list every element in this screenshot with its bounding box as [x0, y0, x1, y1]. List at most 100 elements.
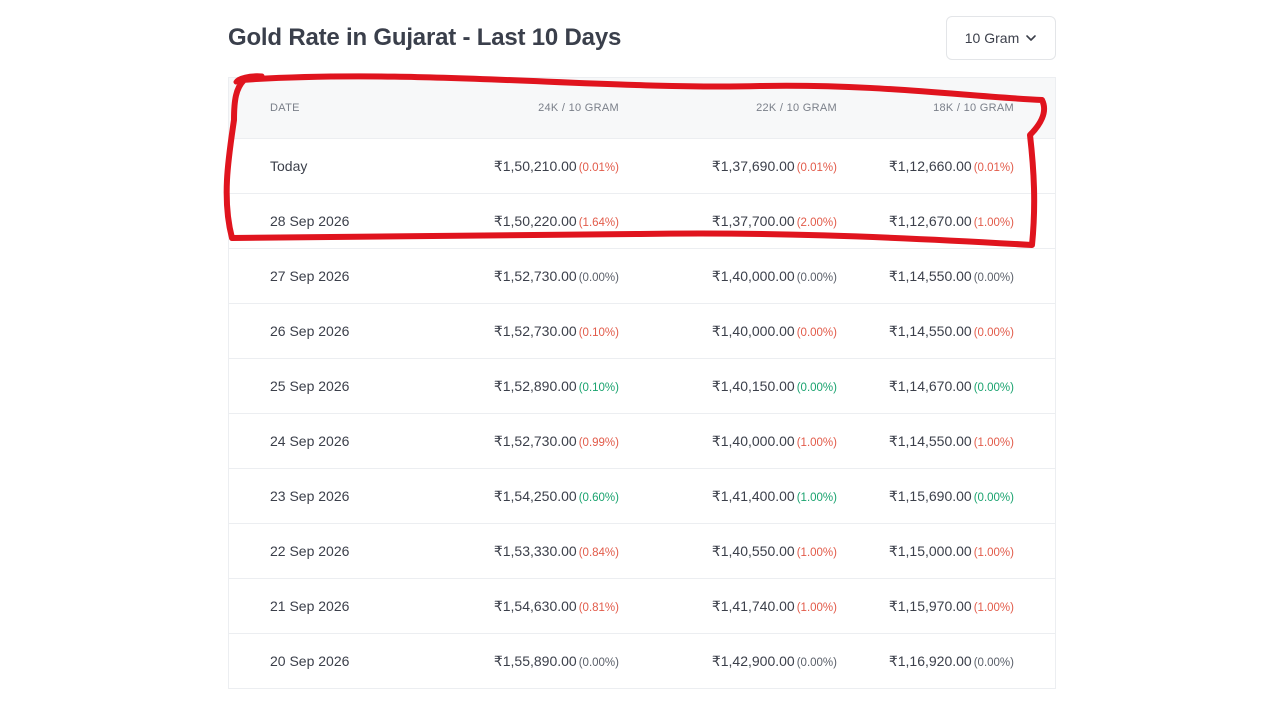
- price-value: ₹1,40,150.00: [711, 377, 795, 394]
- price-value: ₹1,15,000.00: [888, 542, 972, 559]
- change-percent: (0.81%): [578, 601, 619, 614]
- rate-24k-cell: ₹1,52,730.00 (0.00%): [429, 268, 619, 285]
- column-header-24k: 24K / 10 GRAM: [538, 102, 619, 114]
- rate-18k-cell: ₹1,14,670.00 (0.00%): [837, 378, 1014, 395]
- change-percent: (0.00%): [973, 656, 1014, 669]
- price-value: ₹1,52,730.00: [493, 267, 577, 284]
- chevron-down-icon: [1026, 35, 1037, 41]
- change-percent: (1.64%): [578, 216, 619, 229]
- rate-18k-cell: ₹1,15,000.00 (1.00%): [837, 543, 1014, 560]
- rate-24k-cell: ₹1,55,890.00 (0.00%): [429, 653, 619, 670]
- date-cell: 20 Sep 2026: [270, 653, 350, 669]
- price-value: ₹1,52,730.00: [493, 322, 577, 339]
- date-cell: 27 Sep 2026: [270, 268, 350, 284]
- date-cell: 22 Sep 2026: [270, 543, 350, 559]
- table-row: 20 Sep 2026 ₹1,55,890.00 (0.00%) ₹1,42,900.…: [229, 633, 1055, 688]
- price-value: ₹1,12,670.00: [888, 212, 972, 229]
- rate-18k-cell: ₹1,14,550.00 (0.00%): [837, 323, 1014, 340]
- price-value: ₹1,53,330.00: [493, 542, 577, 559]
- table-row: 27 Sep 2026 ₹1,52,730.00 (0.00%) ₹1,40,000.…: [229, 248, 1055, 303]
- unit-select[interactable]: 10 Gram: [946, 16, 1056, 60]
- column-header-22k: 22K / 10 GRAM: [756, 102, 837, 114]
- page-header: Gold Rate in Gujarat - Last 10 Days 10 G…: [228, 16, 1056, 60]
- change-percent: (1.00%): [796, 436, 837, 449]
- rate-22k-cell: ₹1,37,690.00 (0.01%): [619, 158, 837, 175]
- price-value: ₹1,40,550.00: [711, 542, 795, 559]
- rate-22k-cell: ₹1,40,150.00 (0.00%): [619, 378, 837, 395]
- rate-18k-cell: ₹1,15,690.00 (0.00%): [837, 488, 1014, 505]
- change-percent: (0.00%): [973, 381, 1014, 394]
- rate-24k-cell: ₹1,53,330.00 (0.84%): [429, 543, 619, 560]
- price-value: ₹1,40,000.00: [711, 432, 795, 449]
- price-value: ₹1,40,000.00: [711, 322, 795, 339]
- date-cell: 23 Sep 2026: [270, 488, 350, 504]
- price-value: ₹1,37,700.00: [711, 212, 795, 229]
- rate-24k-cell: ₹1,54,250.00 (0.60%): [429, 488, 619, 505]
- price-value: ₹1,52,890.00: [493, 377, 577, 394]
- table-row: 21 Sep 2026 ₹1,54,630.00 (0.81%) ₹1,41,740.…: [229, 578, 1055, 633]
- price-value: ₹1,12,660.00: [888, 157, 972, 174]
- rate-24k-cell: ₹1,52,730.00 (0.99%): [429, 433, 619, 450]
- change-percent: (0.00%): [578, 271, 619, 284]
- change-percent: (0.00%): [973, 271, 1014, 284]
- change-percent: (0.01%): [578, 161, 619, 174]
- price-value: ₹1,14,550.00: [888, 267, 972, 284]
- price-value: ₹1,41,740.00: [711, 597, 795, 614]
- column-header-18k: 18K / 10 GRAM: [933, 102, 1014, 114]
- change-percent: (1.00%): [973, 436, 1014, 449]
- change-percent: (2.00%): [796, 216, 837, 229]
- change-percent: (0.00%): [973, 491, 1014, 504]
- date-cell: 26 Sep 2026: [270, 323, 350, 339]
- rate-24k-cell: ₹1,50,220.00 (1.64%): [429, 213, 619, 230]
- price-value: ₹1,42,900.00: [711, 652, 795, 669]
- rate-22k-cell: ₹1,40,000.00 (1.00%): [619, 433, 837, 450]
- rate-22k-cell: ₹1,41,400.00 (1.00%): [619, 488, 837, 505]
- date-cell: 25 Sep 2026: [270, 378, 350, 394]
- price-value: ₹1,14,670.00: [888, 377, 972, 394]
- rate-22k-cell: ₹1,40,000.00 (0.00%): [619, 323, 837, 340]
- table-row: Today ₹1,50,210.00 (0.01%) ₹1,37,690.00 (0.0…: [229, 138, 1055, 193]
- rate-18k-cell: ₹1,12,670.00 (1.00%): [837, 213, 1014, 230]
- table-row: 23 Sep 2026 ₹1,54,250.00 (0.60%) ₹1,41,400.…: [229, 468, 1055, 523]
- price-value: ₹1,50,210.00: [493, 157, 577, 174]
- table-row: 26 Sep 2026 ₹1,52,730.00 (0.10%) ₹1,40,000.…: [229, 303, 1055, 358]
- page-title: Gold Rate in Gujarat - Last 10 Days: [228, 24, 622, 51]
- change-percent: (1.00%): [796, 601, 837, 614]
- change-percent: (0.10%): [578, 381, 619, 394]
- change-percent: (1.00%): [796, 491, 837, 504]
- date-cell: 28 Sep 2026: [270, 213, 350, 229]
- change-percent: (0.00%): [578, 656, 619, 669]
- change-percent: (1.00%): [973, 546, 1014, 559]
- rate-22k-cell: ₹1,40,000.00 (0.00%): [619, 268, 837, 285]
- table-body: Today ₹1,50,210.00 (0.01%) ₹1,37,690.00 (0.0…: [229, 138, 1055, 688]
- table-row: 25 Sep 2026 ₹1,52,890.00 (0.10%) ₹1,40,150.…: [229, 358, 1055, 413]
- date-cell: 21 Sep 2026: [270, 598, 350, 614]
- rate-18k-cell: ₹1,16,920.00 (0.00%): [837, 653, 1014, 670]
- price-value: ₹1,54,250.00: [493, 487, 577, 504]
- change-percent: (0.99%): [578, 436, 619, 449]
- gold-rate-table: DATE 24K / 10 GRAM 22K / 10 GRAM 18K / 1…: [228, 77, 1056, 689]
- rate-24k-cell: ₹1,54,630.00 (0.81%): [429, 598, 619, 615]
- change-percent: (0.00%): [973, 326, 1014, 339]
- table-row: 24 Sep 2026 ₹1,52,730.00 (0.99%) ₹1,40,000.…: [229, 413, 1055, 468]
- change-percent: (1.00%): [973, 601, 1014, 614]
- price-value: ₹1,16,920.00: [888, 652, 972, 669]
- price-value: ₹1,55,890.00: [493, 652, 577, 669]
- rate-22k-cell: ₹1,42,900.00 (0.00%): [619, 653, 837, 670]
- rate-22k-cell: ₹1,41,740.00 (1.00%): [619, 598, 837, 615]
- change-percent: (0.60%): [578, 491, 619, 504]
- table-row: 22 Sep 2026 ₹1,53,330.00 (0.84%) ₹1,40,550.…: [229, 523, 1055, 578]
- price-value: ₹1,50,220.00: [493, 212, 577, 229]
- change-percent: (1.00%): [973, 216, 1014, 229]
- rate-22k-cell: ₹1,37,700.00 (2.00%): [619, 213, 837, 230]
- rate-24k-cell: ₹1,52,730.00 (0.10%): [429, 323, 619, 340]
- price-value: ₹1,37,690.00: [711, 157, 795, 174]
- change-percent: (0.01%): [796, 161, 837, 174]
- change-percent: (0.00%): [796, 656, 837, 669]
- rate-18k-cell: ₹1,15,970.00 (1.00%): [837, 598, 1014, 615]
- table-header-row: DATE 24K / 10 GRAM 22K / 10 GRAM 18K / 1…: [229, 78, 1055, 138]
- price-value: ₹1,52,730.00: [493, 432, 577, 449]
- table-row: 28 Sep 2026 ₹1,50,220.00 (1.64%) ₹1,37,700.…: [229, 193, 1055, 248]
- rate-24k-cell: ₹1,52,890.00 (0.10%): [429, 378, 619, 395]
- change-percent: (0.10%): [578, 326, 619, 339]
